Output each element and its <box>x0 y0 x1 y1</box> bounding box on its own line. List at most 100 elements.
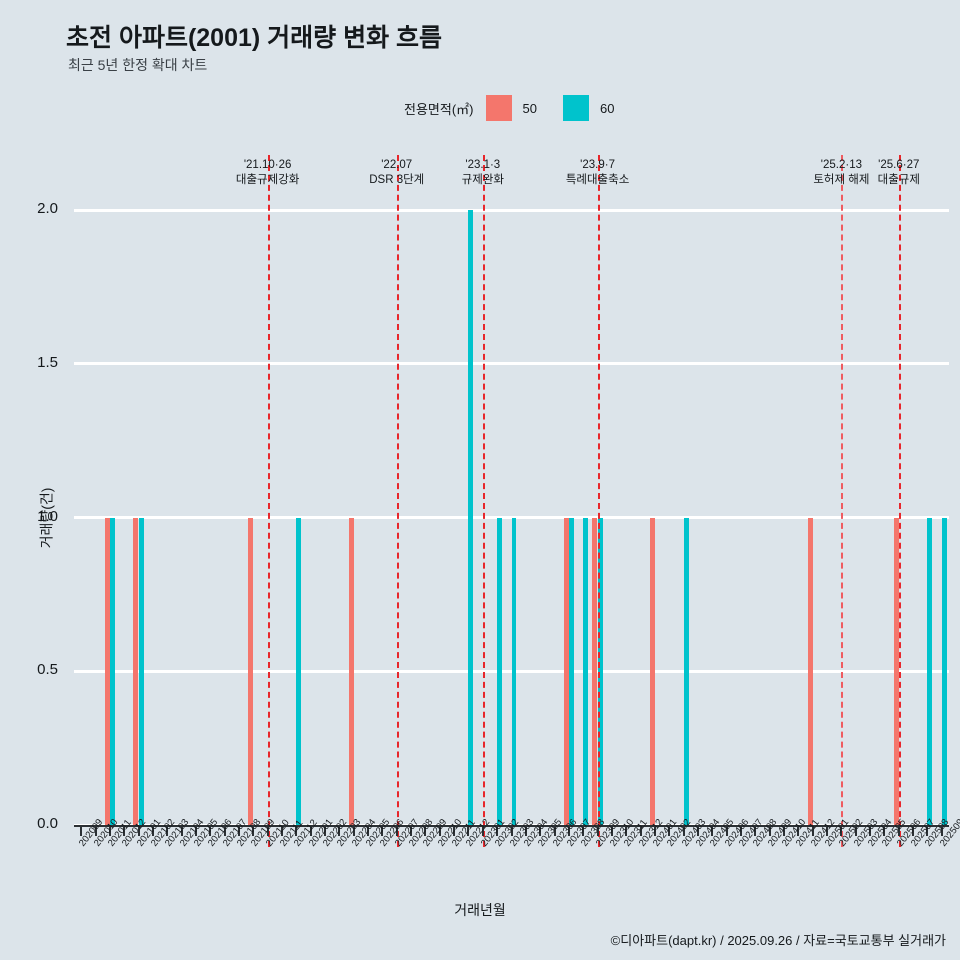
plot-area: 거래량(건) <box>38 155 949 847</box>
annotation-label-4: 토허제 해제 <box>813 174 870 186</box>
bar-50-202109[interactable] <box>248 517 254 825</box>
x-axis-tick <box>639 825 642 836</box>
bar-50-202204[interactable] <box>348 517 354 825</box>
x-axis-tick <box>381 825 384 836</box>
x-axis-tick <box>682 825 685 836</box>
x-axis-tick <box>883 825 886 836</box>
bar-60-202011[interactable] <box>109 517 115 825</box>
annotation-label-5: 대출규제 <box>877 174 920 186</box>
x-axis-tick <box>567 825 570 836</box>
annotation-line-3 <box>597 155 600 847</box>
annotation-date-2: '23.1·3 <box>465 159 501 171</box>
x-axis-tick <box>668 825 671 836</box>
x-axis-tick <box>395 825 398 836</box>
x-axis-tick <box>237 825 240 836</box>
x-axis-tick <box>510 825 513 836</box>
bar-60-202403[interactable] <box>683 517 689 825</box>
annotation-3: '23.9·7 특례대출축소 <box>538 158 658 188</box>
x-axis-tick <box>438 825 441 836</box>
y-axis-tick-label: 1.0 <box>37 507 58 525</box>
legend-item-50[interactable]: 50 <box>485 95 563 121</box>
bar-60-202302[interactable] <box>497 517 503 825</box>
legend-label-60: 60 <box>599 100 615 116</box>
x-axis-tick <box>338 825 341 836</box>
x-axis-tick <box>768 825 771 836</box>
annotation-date-0: '21.10·26 <box>243 159 292 171</box>
bar-60-202509[interactable] <box>941 517 947 825</box>
x-axis-tick <box>539 825 542 836</box>
x-axis-tick <box>940 825 943 836</box>
x-axis-tick <box>295 825 298 836</box>
x-axis-tick <box>783 825 786 836</box>
x-axis-tick <box>194 825 197 836</box>
x-axis-tick <box>711 825 714 836</box>
bar-60-202508[interactable] <box>927 517 933 825</box>
bar-60-202112[interactable] <box>296 517 302 825</box>
annotation-line-1 <box>396 155 399 847</box>
annotation-2: '23.1·3 규제완화 <box>423 158 543 188</box>
x-axis-tick <box>553 825 556 836</box>
bar-50-202307[interactable] <box>563 517 569 825</box>
legend-title: 전용면적(㎡) <box>404 101 474 117</box>
x-axis-tick <box>496 825 499 836</box>
x-axis-tick <box>725 825 728 836</box>
x-axis-tick <box>897 825 900 836</box>
x-axis-tick <box>610 825 613 836</box>
x-axis-tick <box>309 825 312 836</box>
x-axis-tick <box>481 825 484 836</box>
gridline <box>74 208 949 212</box>
x-axis-tick <box>869 825 872 836</box>
bar-50-202401[interactable] <box>649 517 655 825</box>
annotation-date-4: '25.2·13 <box>820 159 862 171</box>
x-axis-tick <box>410 825 413 836</box>
x-axis-tick <box>926 825 929 836</box>
x-axis-tick <box>754 825 757 836</box>
y-axis-tick-label: 2.0 <box>37 200 58 217</box>
bar-60-202303[interactable] <box>511 517 517 825</box>
x-axis-tick <box>453 825 456 836</box>
bar-50-202101[interactable] <box>133 517 139 825</box>
x-axis-tick <box>223 825 226 836</box>
x-axis-tick <box>797 825 800 836</box>
annotation-line-5 <box>898 155 901 847</box>
bar-50-202412[interactable] <box>807 517 813 825</box>
annotation-label-2: 규제완화 <box>461 174 504 186</box>
x-axis-tick <box>653 825 656 836</box>
annotation-0: '21.10·26 대출규제강화 <box>208 158 328 188</box>
x-axis-tick <box>596 825 599 836</box>
x-axis-tick <box>811 825 814 836</box>
annotation-date-1: '22.07 <box>381 159 413 171</box>
gridline <box>74 362 949 366</box>
x-axis-tick <box>94 825 97 836</box>
x-axis-tick <box>324 825 327 836</box>
y-axis-tick-label: 1.5 <box>37 353 58 371</box>
chart-subtitle: 최근 5년 한정 확대 차트 <box>68 57 208 73</box>
x-axis-tick <box>367 825 370 836</box>
bar-50-202011[interactable] <box>104 517 110 825</box>
x-axis-tick <box>180 825 183 836</box>
bar-50-202506[interactable] <box>893 517 899 825</box>
bar-60-202309[interactable] <box>597 517 603 825</box>
annotation-line-2 <box>482 155 485 847</box>
bar-60-202101[interactable] <box>138 517 144 825</box>
annotation-1: '22.07 DSR 3단계 <box>337 158 457 188</box>
bar-60-202308[interactable] <box>583 517 589 825</box>
x-axis-tick <box>209 825 212 836</box>
bar-50-202309[interactable] <box>592 517 598 825</box>
x-axis-tick <box>826 825 829 836</box>
legend-swatch-50 <box>485 95 512 121</box>
annotation-date-3: '23.9·7 <box>580 159 615 171</box>
annotation-5: '25.6·27 대출규제 <box>839 158 959 188</box>
x-axis-tick <box>625 825 628 836</box>
y-axis-tick-label: 0.0 <box>37 815 58 832</box>
x-axis-tick <box>266 825 269 836</box>
x-axis-tick <box>137 825 140 836</box>
annotation-4: '25.2·13 토허제 해제 <box>781 158 901 188</box>
x-axis-tick <box>524 825 527 836</box>
legend-item-60[interactable]: 60 <box>562 95 640 121</box>
chart-title: 초전 아파트(2001) 거래량 변화 흐름 <box>66 24 443 52</box>
x-axis-tick <box>740 825 742 836</box>
x-axis-tick <box>582 825 585 836</box>
bar-60-202212[interactable] <box>468 210 474 825</box>
bar-60-202307[interactable] <box>568 517 574 825</box>
